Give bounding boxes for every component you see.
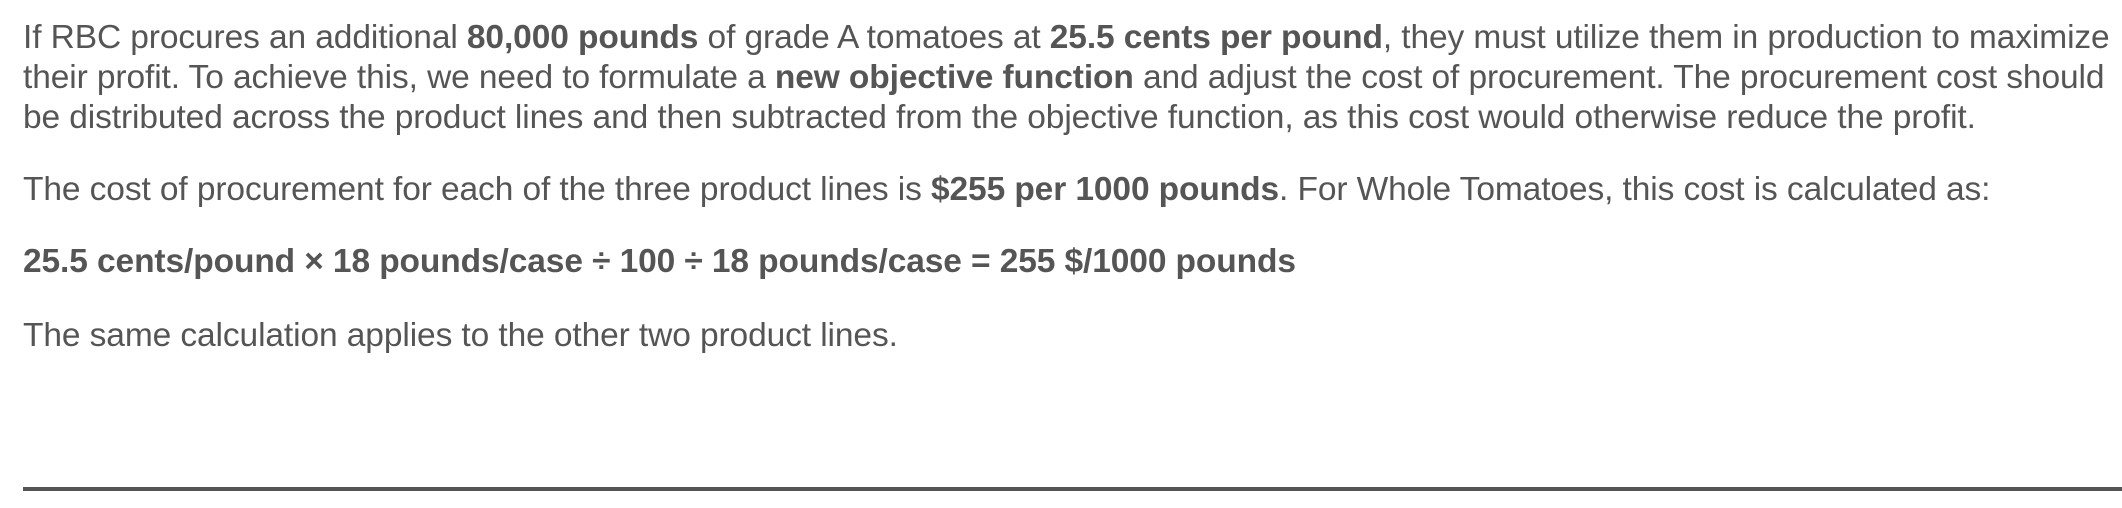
cost-paragraph: The cost of procurement for each of the … (23, 170, 2113, 210)
bold-cost: $255 per 1000 pounds (930, 171, 1280, 208)
bold-price: 25.5 cents per pound (1049, 19, 1383, 56)
text-segment: . For Whole Tomatoes, this cost is calcu… (1279, 171, 1991, 208)
text-segment: The cost of procurement for each of the … (23, 171, 931, 208)
bold-objective: new objective function (774, 59, 1134, 96)
text-segment: , they must utilize them in production t… (23, 19, 2110, 96)
closing-paragraph: The same calculation applies to the othe… (23, 317, 898, 354)
document-body: If RBC procures an additional 80,000 pou… (23, 18, 2113, 356)
formula-line: 25.5 cents/pound × 18 pounds/case ÷ 100 … (23, 243, 1296, 280)
procurement-paragraph: If RBC procures an additional 80,000 pou… (23, 18, 2113, 138)
text-segment: of grade A tomatoes at (698, 19, 1050, 56)
bold-quantity: 80,000 pounds (466, 19, 699, 56)
text-segment: and adjust the cost of procurement. The … (23, 59, 2105, 136)
horizontal-divider (23, 487, 2122, 491)
text-segment: If RBC procures an additional (23, 19, 467, 56)
